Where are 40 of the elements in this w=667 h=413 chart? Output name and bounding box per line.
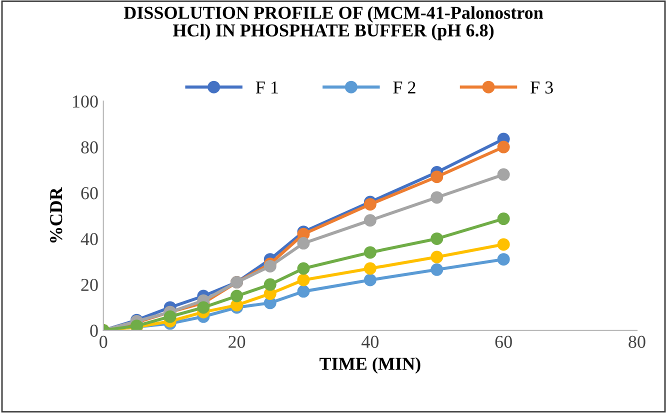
point: [364, 198, 376, 211]
y-tick-label: 40: [80, 232, 98, 246]
point: [297, 285, 310, 298]
point: [230, 290, 244, 302]
x-tick-label: 60: [495, 336, 512, 348]
point: [364, 262, 376, 275]
point: [297, 237, 310, 250]
chart-title: DISSOLUTION PROFILE OF (MCM-41-Palonostron HCl) IN PHOSPHATE BUFFER (pH 6.8): [124, 6, 544, 40]
legend-label: F 1: [256, 81, 278, 94]
point: [497, 238, 510, 251]
legend-label: F 2: [393, 81, 416, 94]
point: [430, 170, 444, 184]
point: [497, 140, 510, 154]
point: [364, 214, 376, 227]
point: [430, 232, 444, 245]
point: [264, 278, 276, 291]
point: [364, 274, 376, 286]
x-tick-label: 0: [100, 336, 108, 348]
point: [197, 301, 210, 314]
point: [497, 168, 510, 181]
point: [297, 274, 310, 286]
point: [430, 191, 444, 204]
point: [164, 310, 176, 323]
y-tick-label: 20: [81, 278, 98, 291]
point: [430, 250, 444, 264]
legend-label: F 3: [530, 81, 553, 94]
point: [497, 212, 510, 226]
y-tick-label: 100: [73, 95, 98, 108]
x-tick-label: 40: [362, 336, 379, 348]
y-tick-label: 0: [90, 324, 98, 337]
point: [364, 246, 376, 259]
y-tick-label: 60: [81, 187, 98, 200]
point: [497, 253, 510, 266]
point: [297, 262, 310, 275]
y-tick-label: 80: [81, 141, 98, 154]
x-axis-title: TIME (MIN): [320, 357, 420, 374]
x-tick-label: 20: [228, 336, 246, 348]
point: [430, 263, 444, 276]
x-tick-label: 80: [628, 336, 646, 348]
y-axis-title: %CDR: [50, 187, 62, 243]
